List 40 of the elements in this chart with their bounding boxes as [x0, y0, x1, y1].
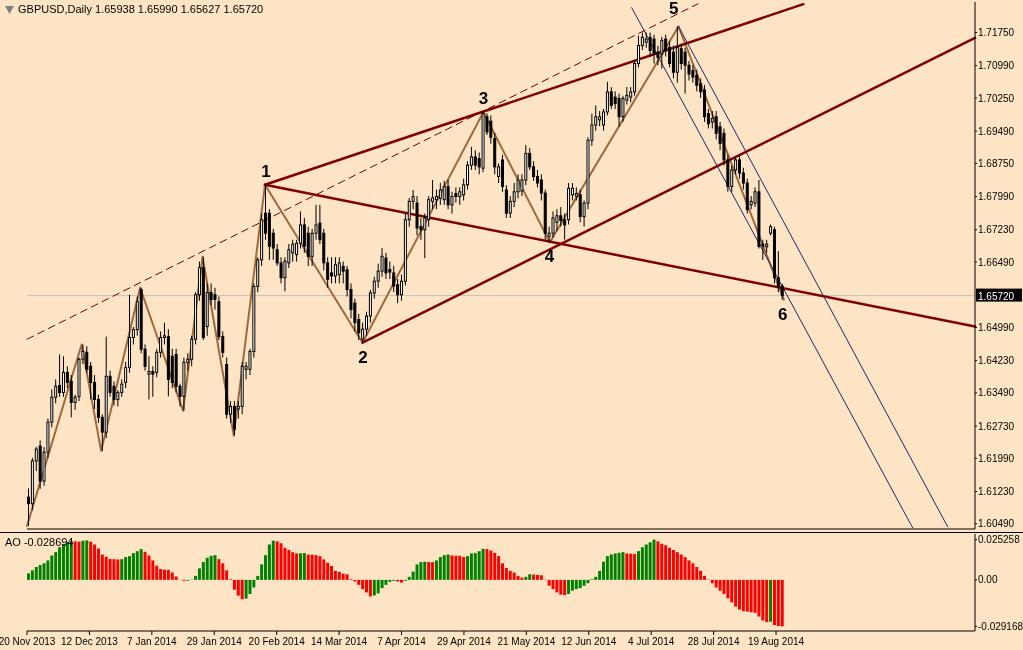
- y-tick-label: 1.60490: [978, 518, 1015, 530]
- y-tick-label: 1.63490: [978, 387, 1015, 399]
- y-tick-label: 0.00: [978, 574, 998, 586]
- y-tick-label: 1.66490: [978, 256, 1015, 268]
- annotation: 6: [777, 304, 788, 324]
- y-tick-label: 0.025258: [978, 534, 1021, 546]
- x-tick-label: 7 Apr 2014: [377, 636, 427, 647]
- annotation: 4: [544, 247, 555, 267]
- x-tick-label: 29 Apr 2014: [436, 636, 492, 647]
- x-tick-label: 19 Aug 2014: [747, 636, 805, 647]
- x-tick-label: 14 Mar 2014: [311, 636, 368, 647]
- ref-line-label: 1.65720: [978, 290, 1015, 302]
- chart-title: GBPUSD,Daily 1.65938 1.65990 1.65627 1.65720: [18, 3, 264, 15]
- x-tick-label: 21 May 2014: [497, 636, 556, 647]
- y-tick-label: 1.62730: [978, 420, 1015, 432]
- annotation: 2: [358, 347, 368, 367]
- y-tick-label: -0.029168: [978, 620, 1023, 632]
- x-tick-label: 12 Jun 2014: [561, 636, 617, 647]
- y-tick-label: 1.64230: [978, 355, 1015, 367]
- y-tick-label: 1.70990: [978, 60, 1015, 72]
- y-tick-label: 1.61230: [978, 486, 1015, 498]
- y-tick-label: 1.64990: [978, 322, 1015, 333]
- x-tick-label: 28 Jul 2014: [687, 636, 740, 647]
- y-tick-label: 1.69490: [978, 125, 1015, 137]
- y-tick-label: 1.71750: [978, 27, 1015, 39]
- chart-title: AO -0.028694: [5, 536, 74, 548]
- y-tick-label: 1.67990: [978, 191, 1015, 203]
- annotation: 5: [669, 0, 679, 19]
- x-tick-label: 20 Feb 2014: [248, 636, 306, 647]
- y-tick-label: 1.67230: [978, 224, 1015, 236]
- x-tick-label: 29 Jan 2014: [186, 636, 243, 647]
- x-tick-label: 4 Jul 2014: [628, 636, 675, 647]
- x-tick-label: 20 Nov 2013: [0, 636, 56, 647]
- annotation: 3: [478, 88, 489, 108]
- y-tick-label: 1.61990: [978, 452, 1015, 464]
- y-tick-label: 1.70250: [978, 92, 1015, 104]
- x-tick-label: 12 Dec 2013: [61, 636, 119, 647]
- y-tick-label: 1.68750: [978, 157, 1015, 169]
- x-tick-label: 7 Jan 2014: [127, 636, 178, 647]
- annotation: 1: [261, 161, 271, 181]
